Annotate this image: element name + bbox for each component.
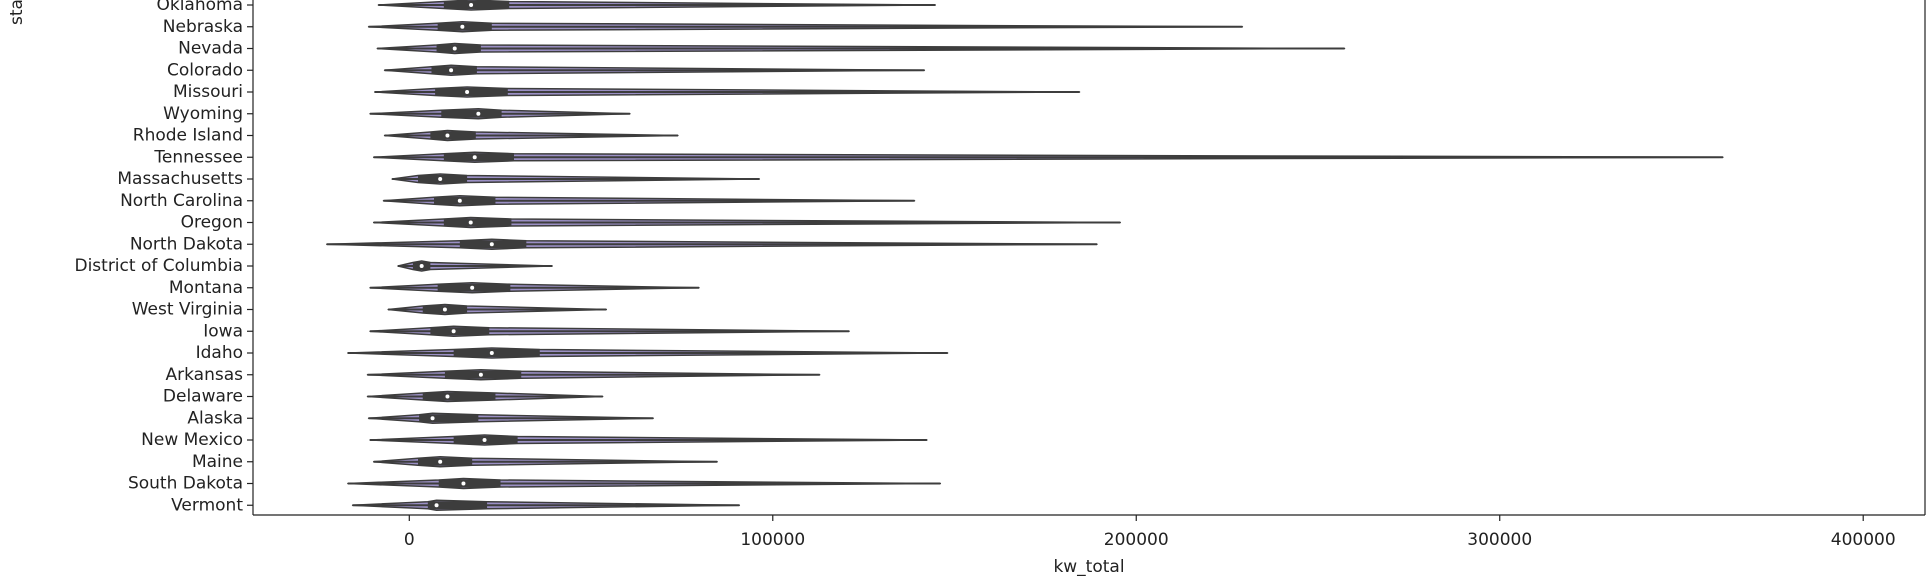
iqr-box [443, 218, 512, 227]
median-dot [468, 220, 473, 225]
median-dot [434, 503, 439, 508]
y-tick-label: Wyoming [163, 104, 243, 124]
median-dot [419, 264, 424, 268]
median-dot [442, 307, 447, 312]
iqr-box [443, 1, 510, 9]
y-tick-label: North Carolina [120, 191, 243, 211]
y-tick-label: Montana [169, 278, 243, 298]
iqr-box [418, 457, 473, 466]
iqr-box [419, 414, 479, 423]
y-tick-label: District of Columbia [74, 256, 243, 276]
x-tick-label: 0 [404, 530, 415, 550]
median-dot [482, 438, 487, 442]
y-tick-label: Vermont [171, 495, 243, 515]
y-tick-label: Oklahoma [156, 0, 243, 15]
iqr-box [422, 392, 496, 401]
median-dot [445, 394, 450, 399]
x-tick-label: 100000 [740, 530, 805, 550]
median-dot [476, 111, 481, 116]
iqr-box [444, 370, 522, 379]
x-tick-label: 300000 [1467, 530, 1532, 550]
median-dot [478, 372, 483, 377]
y-tick-label: Alaska [187, 408, 243, 428]
y-tick-label: Colorado [167, 60, 243, 80]
median-dot [438, 459, 443, 464]
median-dot [452, 46, 457, 51]
y-tick-label: Nevada [178, 39, 243, 59]
iqr-box [430, 327, 490, 336]
median-dot [457, 198, 462, 203]
median-dot [445, 133, 450, 138]
iqr-box [427, 501, 488, 510]
median-dot [489, 242, 494, 247]
x-tick-label: 400000 [1831, 530, 1896, 550]
y-tick-label: Arkansas [166, 365, 244, 385]
y-tick-label: Tennessee [153, 147, 243, 167]
y-tick-label: Nebraska [163, 17, 243, 37]
y-tick-label: West Virginia [132, 300, 243, 320]
iqr-box [443, 153, 514, 162]
iqr-box [430, 131, 476, 140]
median-dot [465, 90, 470, 94]
iqr-box [418, 175, 468, 183]
iqr-box [434, 196, 496, 205]
median-dot [460, 24, 465, 29]
median-dot [489, 351, 494, 355]
iqr-box [437, 22, 492, 31]
y-tick-label: Oregon [181, 213, 243, 233]
y-tick-label: North Dakota [130, 234, 243, 254]
y-tick-label: Missouri [173, 82, 243, 102]
y-tick-label: Massachusetts [117, 169, 243, 189]
iqr-box [438, 479, 501, 488]
median-dot [469, 3, 474, 7]
y-tick-label: Iowa [203, 321, 243, 341]
median-dot [430, 416, 435, 421]
x-tick-label: 200000 [1104, 530, 1169, 550]
median-dot [461, 481, 466, 486]
y-axis-label: state [7, 0, 27, 25]
y-tick-label: New Mexico [141, 430, 243, 450]
y-tick-label: South Dakota [128, 474, 243, 494]
iqr-box [435, 88, 508, 96]
y-tick-label: Delaware [163, 387, 243, 407]
iqr-box [453, 349, 540, 357]
iqr-box [441, 109, 502, 118]
median-dot [438, 177, 443, 181]
median-dot [472, 155, 477, 160]
median-dot [451, 329, 456, 334]
y-tick-label: Maine [192, 452, 243, 472]
median-dot [449, 68, 454, 73]
y-tick-label: Idaho [196, 343, 243, 363]
iqr-box [436, 44, 481, 53]
x-axis-label: kw_total [1053, 557, 1124, 577]
y-tick-label: Rhode Island [133, 126, 243, 146]
median-dot [470, 285, 475, 290]
iqr-box [431, 66, 477, 75]
